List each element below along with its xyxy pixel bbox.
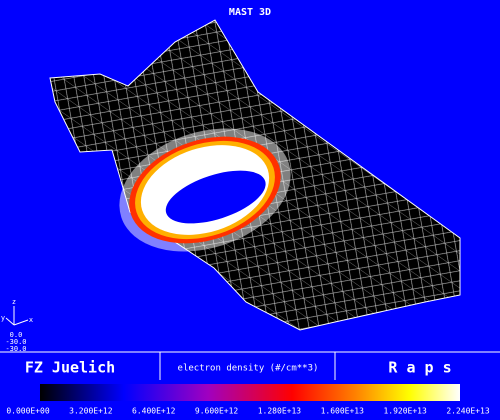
title: MAST 3D <box>229 7 271 18</box>
colorbar-tick-label: 6.400E+12 <box>132 407 176 416</box>
colorbar-tick-label: 1.280E+13 <box>258 407 302 416</box>
colorbar-tick-label: 0.000E+00 <box>6 407 50 416</box>
colorbar-tick-label: 1.600E+13 <box>321 407 365 416</box>
coordinate: -30.0 <box>5 345 26 353</box>
axis-letter: z <box>12 298 16 306</box>
program: R a p s <box>388 359 451 377</box>
coordinate: 0.0 <box>10 331 23 339</box>
colorbar-tick-label: 2.240E+13 <box>446 407 490 416</box>
coordinate: -30.0 <box>5 338 26 346</box>
colorbar <box>40 384 460 401</box>
colorbar-tick-label: 3.200E+12 <box>69 407 113 416</box>
colorbar-tick-label: 9.600E+12 <box>195 407 239 416</box>
axes-triad <box>5 306 29 326</box>
institute: FZ Juelich <box>25 359 115 377</box>
axis-letter: y <box>1 314 5 322</box>
quantity: electron density (#/cm**3) <box>178 364 319 374</box>
axis-letter: x <box>29 316 33 324</box>
colorbar-tick-label: 1.920E+13 <box>383 407 427 416</box>
mesh-model <box>49 19 461 331</box>
